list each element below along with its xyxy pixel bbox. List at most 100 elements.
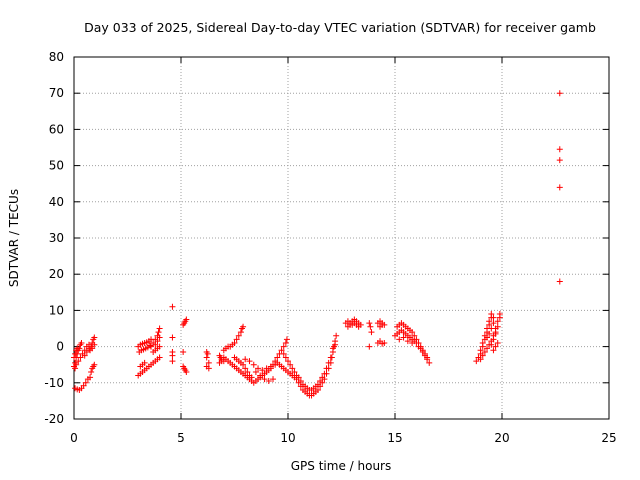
data-point-marker xyxy=(556,90,563,97)
data-point-marker xyxy=(490,332,497,339)
data-point-marker xyxy=(329,345,336,352)
data-point-marker xyxy=(556,278,563,285)
data-point-marker xyxy=(297,377,304,384)
data-point-marker xyxy=(240,323,247,330)
y-tick-label: 60 xyxy=(49,122,64,136)
x-tick-label: 20 xyxy=(494,431,509,445)
x-tick-label: 15 xyxy=(387,431,402,445)
data-point-marker xyxy=(347,321,354,328)
data-point-marker xyxy=(72,365,79,372)
data-point-marker xyxy=(282,354,289,361)
data-point-marker xyxy=(486,318,493,325)
chart-title: Day 033 of 2025, Sidereal Day-to-day VTE… xyxy=(84,20,596,35)
data-point-marker xyxy=(156,343,163,350)
data-point-marker xyxy=(180,349,187,356)
y-tick-label: 10 xyxy=(49,303,64,317)
data-point-marker xyxy=(156,354,163,361)
data-point-marker xyxy=(556,184,563,191)
data-point-marker xyxy=(231,339,238,346)
data-point-marker xyxy=(87,374,94,381)
data-point-marker xyxy=(409,339,416,346)
data-point-marker xyxy=(246,358,253,365)
data-point-marker xyxy=(494,318,501,325)
y-tick-label: 20 xyxy=(49,267,64,281)
data-point-marker xyxy=(419,349,426,356)
data-point-marker xyxy=(285,358,291,365)
data-point-marker xyxy=(169,334,176,341)
data-point-marker xyxy=(91,341,98,348)
data-point-marker xyxy=(333,332,340,339)
data-point-marker xyxy=(488,325,495,332)
data-point-marker xyxy=(280,343,287,350)
data-point-marker xyxy=(141,359,148,366)
data-point-marker xyxy=(332,341,339,348)
data-point-marker xyxy=(355,323,362,330)
data-point-marker xyxy=(169,303,176,310)
data-point-marker xyxy=(409,329,416,336)
data-point-marker xyxy=(155,329,162,336)
data-point-marker xyxy=(473,358,480,365)
data-point-marker xyxy=(74,345,81,352)
data-point-marker xyxy=(314,387,321,394)
data-point-marker xyxy=(381,339,388,346)
data-point-marker xyxy=(72,350,79,357)
plot-frame xyxy=(73,56,610,420)
data-point-marker xyxy=(426,359,433,366)
data-point-marker xyxy=(240,361,247,368)
data-point-marker xyxy=(255,365,262,372)
data-point-marker xyxy=(82,379,89,386)
data-point-marker xyxy=(291,368,298,375)
y-tick-label: 30 xyxy=(49,231,64,245)
data-point-marker xyxy=(205,365,212,372)
data-point-marker xyxy=(494,323,501,330)
data-point-marker xyxy=(325,359,332,366)
data-point-marker xyxy=(396,336,403,343)
data-point-marker xyxy=(169,358,176,365)
data-point-marker xyxy=(321,370,328,377)
y-tick-label: 70 xyxy=(49,86,64,100)
x-tick-label: 25 xyxy=(601,431,616,445)
data-point-marker xyxy=(280,350,287,357)
y-tick-label: 50 xyxy=(49,159,64,173)
grid-lines xyxy=(74,57,609,419)
data-point-marker xyxy=(295,374,302,381)
data-point-marker xyxy=(205,359,212,366)
data-points xyxy=(71,90,563,399)
data-point-marker xyxy=(366,320,373,327)
data-point-marker xyxy=(78,339,85,346)
data-point-marker xyxy=(287,361,294,368)
data-point-marker xyxy=(492,343,499,350)
data-point-marker xyxy=(183,316,190,323)
y-tick-label: 0 xyxy=(56,340,64,354)
data-point-marker xyxy=(250,361,257,368)
y-tick-label: 40 xyxy=(49,195,64,209)
data-point-marker xyxy=(351,316,358,323)
data-point-marker xyxy=(89,345,96,352)
data-point-marker xyxy=(91,334,98,341)
data-point-marker xyxy=(242,356,249,363)
data-point-marker xyxy=(417,345,424,352)
data-point-marker xyxy=(261,376,268,383)
data-point-marker xyxy=(233,336,240,343)
data-point-marker xyxy=(183,368,190,375)
data-point-marker xyxy=(494,339,501,346)
data-point-marker xyxy=(490,320,497,327)
data-point-marker xyxy=(486,341,493,348)
data-point-marker xyxy=(424,356,431,363)
data-point-marker xyxy=(237,329,244,336)
y-tick-label: -20 xyxy=(44,412,64,426)
data-point-marker xyxy=(91,361,98,368)
data-point-marker xyxy=(148,343,155,350)
data-point-marker xyxy=(248,374,255,381)
data-point-marker xyxy=(400,334,407,341)
data-point-marker xyxy=(274,354,281,361)
data-point-marker xyxy=(289,365,296,372)
data-point-marker xyxy=(556,157,563,164)
data-point-marker xyxy=(282,339,289,346)
data-point-marker xyxy=(496,311,503,318)
data-point-marker xyxy=(477,347,484,354)
data-point-marker xyxy=(81,352,88,359)
data-point-marker xyxy=(77,354,84,361)
data-point-marker xyxy=(259,367,266,374)
